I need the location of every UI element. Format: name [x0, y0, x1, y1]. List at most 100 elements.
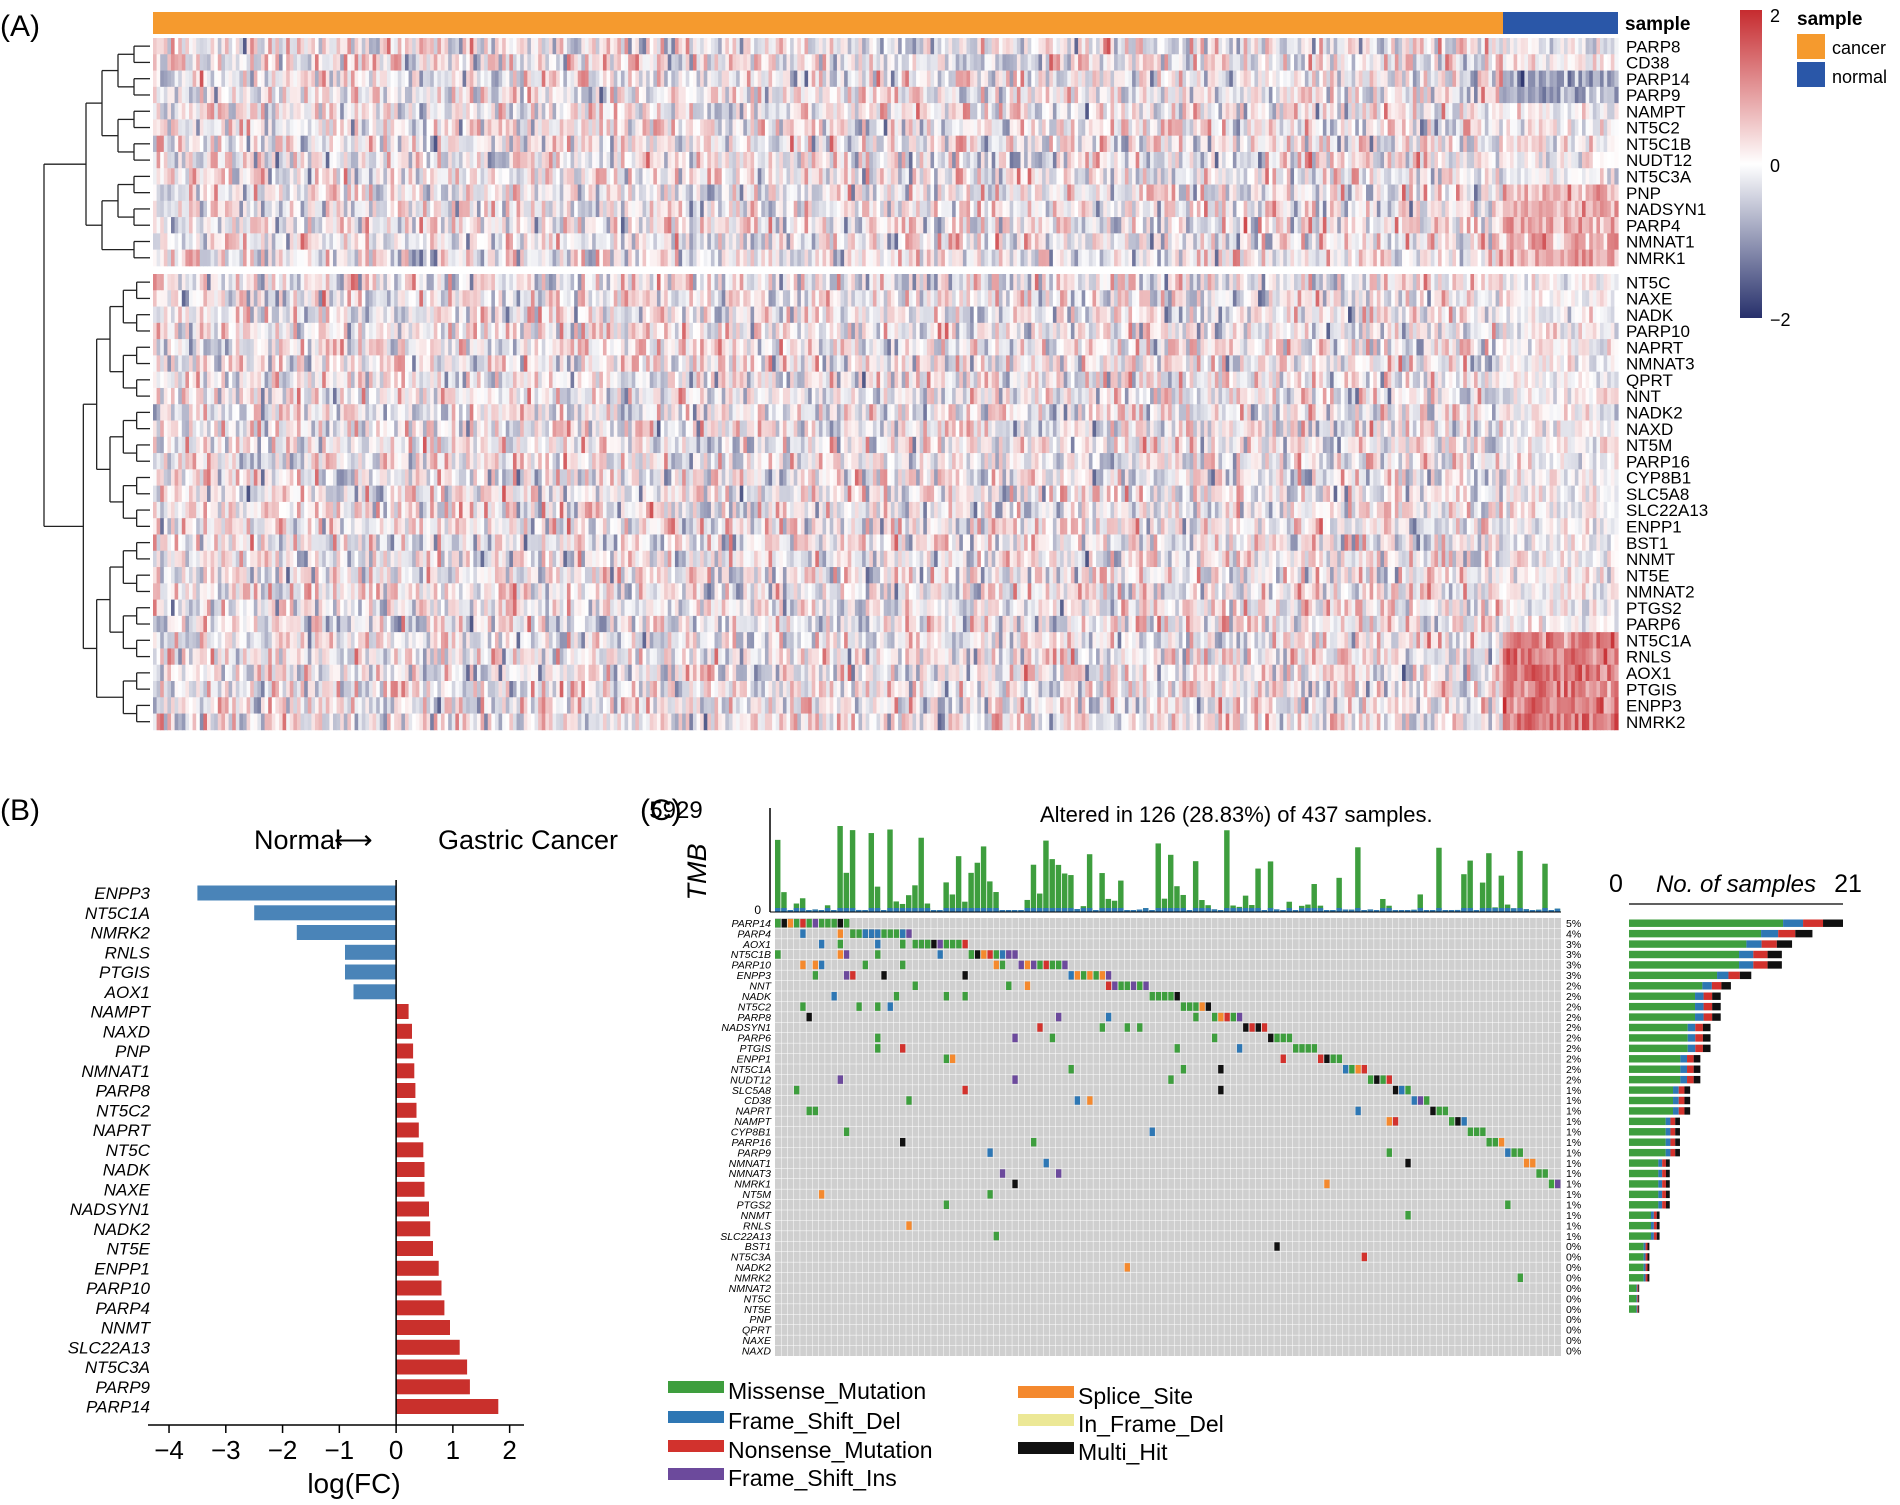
- heatmap-cell: [1204, 200, 1209, 218]
- heatmap-cell: [901, 54, 906, 71]
- heatmap-cell: [494, 168, 500, 185]
- heatmap-cell: [1391, 184, 1396, 202]
- heatmap-cell: [887, 200, 892, 218]
- heatmap-cell: [1477, 184, 1482, 202]
- heatmap-cell: [192, 217, 197, 234]
- heatmap-cell: [1031, 168, 1036, 185]
- heatmap-cell: [527, 86, 532, 104]
- heatmap-cell: [412, 135, 417, 153]
- heatmap-cell: [606, 103, 611, 120]
- heatmap-cell: [1074, 200, 1079, 218]
- heatmap-cell: [1304, 168, 1310, 185]
- heatmap-cell: [541, 184, 546, 202]
- heatmap-cell: [430, 86, 435, 104]
- heatmap-cell: [430, 38, 435, 55]
- heatmap-cell: [872, 184, 878, 202]
- heatmap-cell: [1290, 103, 1295, 120]
- heatmap-cell: [1492, 168, 1497, 185]
- heatmap-cell: [1567, 86, 1572, 104]
- heatmap-cell: [160, 168, 165, 185]
- heatmap-cell: [635, 184, 640, 202]
- heatmap-cell: [260, 217, 266, 234]
- heatmap-cell: [1351, 184, 1356, 202]
- heatmap-cell: [973, 184, 978, 202]
- heatmap-cell: [1092, 38, 1097, 55]
- heatmap-cell: [1247, 200, 1252, 218]
- heatmap-cell: [930, 184, 935, 202]
- heatmap-cell: [1268, 184, 1274, 202]
- heatmap-cell: [1502, 70, 1508, 88]
- heatmap-cell: [520, 135, 525, 153]
- heatmap-cell: [1132, 54, 1137, 71]
- heatmap-cell: [1582, 135, 1587, 153]
- heatmap-cell: [1348, 168, 1353, 185]
- heatmap-cell: [1114, 184, 1119, 202]
- heatmap-cell: [1463, 54, 1468, 71]
- heatmap-cell: [1614, 135, 1619, 153]
- heatmap-cell: [422, 135, 428, 153]
- heatmap-cell: [181, 38, 186, 55]
- heatmap-cell: [1373, 38, 1378, 55]
- heatmap-cell: [307, 151, 312, 169]
- heatmap-cell: [613, 38, 618, 55]
- heatmap-cell: [1376, 200, 1382, 218]
- heatmap-cell: [1013, 38, 1018, 55]
- heatmap-cell: [610, 217, 615, 234]
- heatmap-cell: [502, 54, 507, 71]
- heatmap-cell: [361, 103, 366, 120]
- heatmap-cell: [206, 151, 212, 169]
- heatmap-row-nudt12: [153, 151, 1619, 169]
- heatmap-cell: [1430, 70, 1436, 88]
- heatmap-cell: [912, 119, 917, 137]
- heatmap-cell: [307, 54, 312, 71]
- heatmap-cell: [602, 70, 608, 88]
- heatmap-cell: [617, 168, 622, 185]
- heatmap-cell: [1420, 151, 1425, 169]
- heatmap-cell: [790, 70, 795, 88]
- heatmap-cell: [1250, 184, 1256, 202]
- heatmap-cell: [336, 217, 341, 234]
- heatmap-cell: [1132, 86, 1137, 104]
- heatmap-cell: [667, 38, 672, 55]
- heatmap-cell: [358, 70, 363, 88]
- heatmap-cell: [955, 151, 960, 169]
- heatmap-cell: [502, 168, 507, 185]
- heatmap-cell: [890, 151, 896, 169]
- heatmap-cell: [559, 119, 564, 137]
- heatmap-cell: [710, 38, 716, 55]
- heatmap-cell: [732, 135, 737, 153]
- heatmap-cell: [491, 54, 496, 71]
- heatmap-cell: [833, 200, 838, 218]
- heatmap-cell: [840, 151, 845, 169]
- heatmap-cell: [264, 184, 269, 202]
- heatmap-cell: [642, 151, 647, 169]
- heatmap-cell: [1225, 217, 1230, 234]
- heatmap-cell: [1535, 135, 1540, 153]
- heatmap-cell: [880, 86, 885, 104]
- heatmap-cell: [181, 70, 186, 88]
- heatmap-cell: [1330, 103, 1335, 120]
- heatmap-cell: [930, 54, 935, 71]
- heatmap-cell: [1218, 86, 1223, 104]
- heatmap-cell: [189, 184, 194, 202]
- heatmap-cell: [466, 135, 471, 153]
- heatmap-cell: [721, 151, 726, 169]
- heatmap-cell: [1571, 38, 1576, 55]
- heatmap-cell: [264, 70, 269, 88]
- heatmap-cell: [869, 168, 874, 185]
- heatmap-cell: [847, 217, 852, 234]
- heatmap-cell: [912, 86, 917, 104]
- heatmap-cell: [1232, 70, 1238, 88]
- heatmap-cell: [1200, 135, 1205, 153]
- heatmap-cell: [1175, 135, 1180, 153]
- heatmap-cell: [836, 103, 842, 120]
- heatmap-cell: [1304, 119, 1310, 137]
- heatmap-cell: [1186, 217, 1191, 234]
- heatmap-cell: [750, 119, 755, 137]
- heatmap-cell: [206, 103, 212, 120]
- heatmap-cell: [153, 86, 158, 104]
- heatmap-cell: [1362, 38, 1367, 55]
- heatmap-cell: [1254, 200, 1259, 218]
- heatmap-cell: [980, 217, 986, 234]
- heatmap-cell: [1600, 38, 1605, 55]
